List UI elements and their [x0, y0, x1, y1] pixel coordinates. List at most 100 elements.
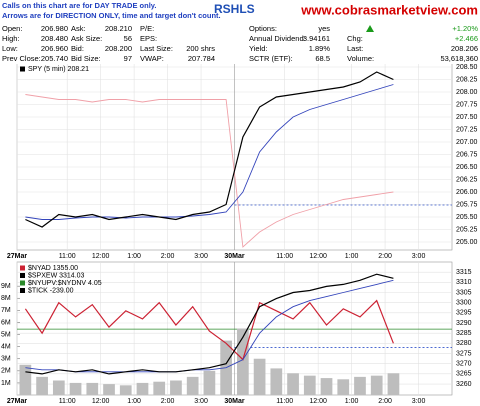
x-tick-label: 3:00: [412, 398, 426, 405]
quote-value: 68.5: [315, 54, 330, 63]
y-tick-label: 206.25: [456, 176, 478, 183]
x-tick-label: 11:00: [59, 398, 76, 405]
y-tick-label: 208.00: [456, 89, 478, 96]
quote-value: +1.20%: [452, 24, 478, 33]
quote-label: Volume:: [347, 54, 374, 63]
up-arrow-icon: [366, 25, 374, 32]
volume-bar: [303, 375, 316, 395]
quote-panel: [0, 22, 480, 64]
y-tick-label: 206.50: [456, 164, 478, 171]
y-tick-label: 3285: [456, 330, 472, 337]
quote-value: +2.466: [455, 34, 478, 43]
quote-label: High:: [2, 34, 20, 43]
volume-bar: [287, 373, 299, 395]
quote-value: 208.206: [451, 44, 478, 53]
x-tick-label: 30Mar: [224, 398, 245, 405]
quote-label: Prev Close:: [2, 54, 41, 63]
series-line: [25, 273, 394, 375]
volume-bar: [203, 370, 216, 395]
x-tick-label: 12:00: [309, 398, 327, 405]
volume-bar: [119, 385, 132, 395]
y2-tick-label: 4M: [1, 343, 11, 350]
x-tick-label: 2:00: [161, 398, 175, 405]
x-tick-label: 2:00: [161, 253, 175, 260]
quote-table: Open: 206.980 Ask: 208.210 P/E: Options: yes +1…: [2, 24, 478, 63]
y2-tick-label: 2M: [1, 368, 11, 375]
quote-value: 1.89%: [309, 44, 331, 53]
legend-swatch: [20, 273, 25, 278]
volume-bar: [52, 380, 65, 395]
plots: 205.00 205.25 205.50 205.75 206.00 206.25 206.…: [1, 62, 478, 405]
quote-value: 97: [124, 54, 132, 63]
y-tick-label: 3290: [456, 320, 472, 327]
y-tick-label: 3315: [456, 269, 472, 276]
quote-value: 3.94161: [303, 34, 330, 43]
series-line: [25, 84, 394, 220]
watermark: www.cobrasmarketview.com: [300, 2, 478, 17]
quote-value: 56: [124, 34, 132, 43]
x-tick-label: 27Mar: [7, 253, 28, 260]
series-line: [25, 279, 394, 373]
volume-bar: [237, 328, 249, 395]
y-tick-label: 205.25: [456, 226, 478, 233]
y-tick-label: 3310: [456, 279, 472, 286]
quote-label: Ask:: [71, 24, 86, 33]
y-tick-label: 3265: [456, 371, 472, 378]
volume-bar: [337, 379, 350, 395]
symbol-title: RSHLS: [214, 2, 255, 16]
quote-label: EPS:: [140, 34, 157, 43]
volume-bar: [136, 382, 149, 395]
y-tick-label: 208.25: [456, 76, 478, 83]
x-tick-label: 11:00: [276, 253, 293, 260]
quote-label: Open:: [2, 24, 22, 33]
legend-swatch: [20, 66, 25, 72]
x-tick-label: 30Mar: [224, 253, 245, 260]
y2-tick-label: 3M: [1, 356, 11, 363]
volume-bar: [370, 375, 383, 395]
volume-bar: [103, 384, 115, 395]
quote-label: Last Size:: [140, 44, 173, 53]
x-tick-label: 2:00: [378, 253, 392, 260]
quote-value: 208.200: [105, 44, 132, 53]
y-tick-label: 3295: [456, 310, 472, 317]
x-tick-label: 27Mar: [7, 398, 28, 405]
quote-value: 53,618,360: [440, 54, 478, 63]
quote-label: Last:: [347, 44, 363, 53]
y-tick-label: 205.75: [456, 201, 478, 208]
volume-bar: [387, 373, 400, 395]
note: Calls on this chart are for DAY TRADE on…: [2, 1, 156, 10]
quote-value: 206.960: [41, 44, 68, 53]
quote-label: Low:: [2, 44, 18, 53]
volume-bar: [253, 358, 266, 395]
y-tick-label: 207.75: [456, 101, 478, 108]
volume-bar: [69, 382, 82, 395]
quote-label: Bid Size:: [71, 54, 101, 63]
y-tick-label: 3300: [456, 300, 472, 307]
y2-tick-label: 6M: [1, 319, 11, 326]
y-tick-label: 207.00: [456, 139, 478, 146]
volume-bar: [86, 382, 99, 395]
y-tick-label: 3275: [456, 350, 472, 357]
x-tick-label: 12:00: [309, 253, 327, 260]
series-line: [24, 299, 394, 361]
x-tick-label: 1:00: [127, 253, 141, 260]
y2-tick-label: 9M: [1, 283, 11, 290]
x-tick-label: 11:00: [276, 398, 293, 405]
volume-bar: [170, 380, 182, 395]
notes-box: [0, 0, 212, 23]
y2-tick-label: 7M: [1, 307, 11, 314]
volume-bar: [19, 364, 32, 395]
x-tick-label: 3:00: [194, 398, 208, 405]
volume-bar: [320, 378, 333, 395]
quote-label: P/E:: [140, 24, 154, 33]
legend-swatch: [20, 288, 25, 293]
volume-bar: [354, 376, 366, 395]
y-tick-label: 207.25: [456, 126, 478, 133]
volume-bar: [270, 368, 283, 395]
quote-value: 205.740: [41, 54, 68, 63]
series-line: [25, 94, 394, 248]
legend-label: $SPXEW 3314.03: [28, 272, 85, 279]
y-tick-label: 3280: [456, 340, 472, 347]
x-tick-label: 3:00: [412, 253, 426, 260]
legend-swatch: [20, 280, 25, 286]
